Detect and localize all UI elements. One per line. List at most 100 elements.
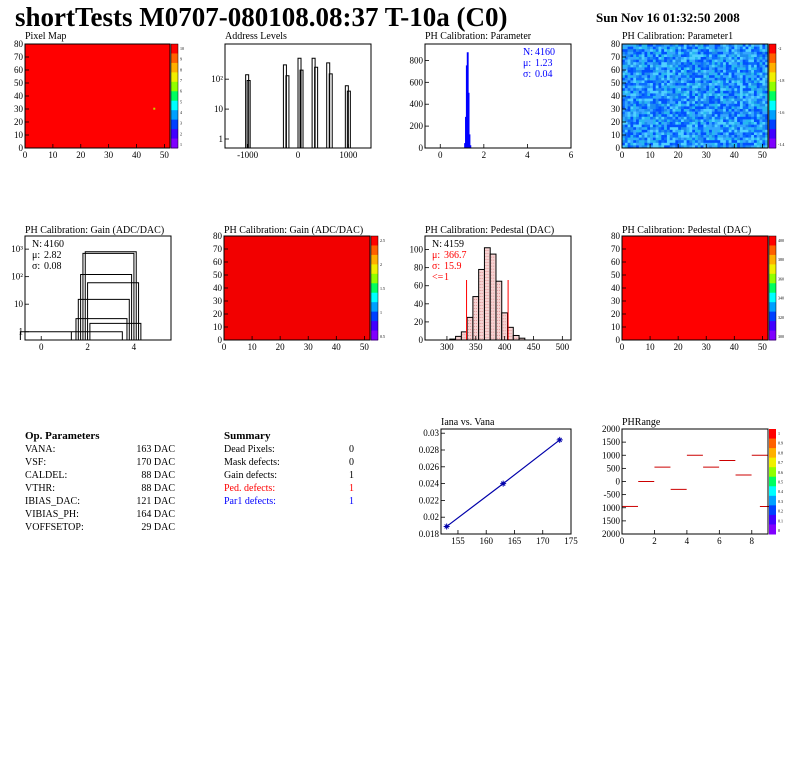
heatmap-cell [633,67,637,71]
heatmap-cell [703,111,707,115]
heatmap-cell [686,101,690,105]
heatmap-cell [641,67,645,71]
heatmap-cell [745,54,749,58]
heatmap-cell [711,114,715,118]
heatmap-cell [652,122,656,125]
heatmap-cell [720,46,724,50]
param-name: Dead Pixels: [224,444,275,455]
heatmap-cell [751,70,755,73]
heatmap-cell [751,142,755,146]
heatmap-cell [661,49,665,53]
heatmap-cell [756,103,760,107]
heatmap-cell [745,59,749,63]
heatmap-cell [751,59,755,63]
heatmap-cell [633,127,637,131]
heatmap-cell [759,129,763,133]
heatmap-cell [706,129,710,133]
y-tick-label: 0.024 [419,479,440,489]
heatmap-cell [627,114,631,118]
heatmap-cell [711,77,715,81]
heatmap-cell [680,129,685,133]
heatmap-cell [700,83,704,86]
heatmap-cell [650,127,654,131]
heatmap-cell [641,51,645,55]
heatmap-cell [683,137,687,141]
heatmap-cell [697,114,701,118]
stats-label: N: [32,239,42,250]
heatmap-cell [737,127,741,131]
y-tick-label: 20 [14,117,24,127]
heatmap-cell [692,54,696,58]
heatmap-cell [675,67,679,71]
heatmap-cell [652,106,656,110]
heatmap-cell [664,54,668,58]
heatmap-cell [725,111,729,115]
heatmap-cell [692,111,696,115]
heatmap-cell [759,111,763,115]
heatmap-cell [638,70,642,73]
heatmap-cell [644,51,648,55]
heatmap-cell [630,106,634,110]
heatmap-cell [686,83,690,86]
heatmap-cell [666,103,671,107]
x-tick-label: 10 [646,150,656,160]
heatmap-cell [765,88,769,92]
heatmap-cell [692,109,696,112]
heatmap-cell [658,109,662,112]
plot-title: PH Calibration: Gain (ADC/DAC) [224,225,363,236]
heatmap-cell [666,93,671,97]
heatmap-cell [737,101,741,105]
heatmap-cell [703,46,707,50]
heatmap-cell [703,114,707,118]
heatmap-cell [627,57,631,60]
heatmap-cell [734,88,738,92]
heatmap-cell [641,98,645,102]
heatmap-cell [706,51,710,55]
heatmap-cell [669,145,673,149]
heatmap-cell [655,64,659,68]
heatmap-cell [731,64,735,68]
x-tick-label: 10 [646,342,656,352]
heatmap-cell [647,75,651,79]
heatmap-cell [759,85,763,89]
heatmap-cell [728,88,732,92]
heatmap-cell [633,93,637,97]
heatmap-cell [627,80,631,84]
heatmap-cell [655,70,659,73]
heatmap-cell [731,137,735,141]
heatmap-cell [633,140,637,144]
heatmap-cell [737,98,741,102]
heatmap-cell [745,98,749,102]
heatmap-cell [714,75,718,79]
heatmap-cell [664,67,668,71]
heatmap-cell [678,145,682,149]
heatmap-cell [756,111,760,115]
heatmap-cell [737,62,741,66]
heatmap-cell [762,135,766,138]
heatmap-cell [689,129,693,133]
heatmap-cell [697,116,701,120]
heatmap-cell [633,46,637,50]
heatmap-cell [647,49,651,53]
heatmap-cell [720,122,724,125]
heatmap-cell [739,83,744,86]
heatmap-cell [734,59,738,63]
x-tick-label: 20 [276,342,286,352]
heatmap-cell [661,116,665,120]
heatmap-cell [644,127,648,131]
y-tick-label: 10 [214,104,224,114]
heatmap-cell [765,116,769,120]
heatmap-cell [762,85,766,89]
heatmap-cell [742,62,746,66]
heatmap-cell [709,137,713,141]
stats-label: σ: [32,261,40,272]
heatmap-cell [638,142,642,146]
heatmap-cell [661,142,665,146]
heatmap-cell [759,80,763,84]
heatmap-cell [630,137,634,141]
heatmap-cell [711,83,715,86]
heatmap-cell [636,46,640,50]
heatmap-cell [669,64,673,68]
heatmap-cell [725,124,729,128]
heatmap-cell [647,119,651,123]
